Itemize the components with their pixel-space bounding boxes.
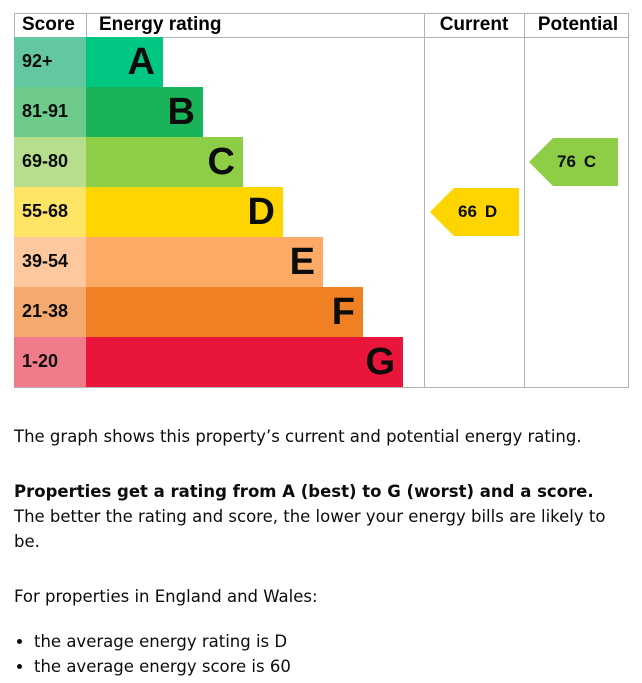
rating-label: 76 C — [557, 152, 596, 171]
score-cell — [14, 187, 86, 237]
list: the average energy rating is D the avera… — [14, 629, 628, 679]
rating-letter: B — [168, 91, 195, 133]
rating-letter: A — [128, 41, 155, 83]
header: Potential — [538, 14, 618, 35]
list-item: the average energy score is 60 — [34, 654, 628, 679]
score-cell — [14, 237, 86, 287]
letter: C — [584, 152, 596, 171]
score: 66 — [458, 202, 477, 221]
rating-arrow — [430, 188, 519, 236]
text: The better the rating and score, the low… — [14, 507, 606, 551]
score-range: 81-91 — [22, 101, 68, 121]
rating-letter: F — [332, 291, 355, 333]
rating-letter: E — [290, 241, 315, 283]
score-range: 55-68 — [22, 201, 68, 221]
score-range: 1-20 — [22, 351, 58, 371]
header: Energy rating — [99, 14, 221, 35]
paragraph: The graph shows this property’s current … — [14, 427, 582, 446]
letter: D — [485, 202, 497, 221]
rating-arrow — [529, 138, 618, 186]
score-cell — [14, 87, 86, 137]
rating-label: 66 D — [458, 202, 497, 221]
score: 76 — [557, 152, 576, 171]
rating-letter: D — [248, 191, 275, 233]
score-range: 69-80 — [22, 151, 68, 171]
score-cell — [14, 137, 86, 187]
score-range: 92+ — [22, 51, 53, 71]
rating-bar — [86, 37, 163, 87]
paragraph: For properties in England and Wales: — [14, 587, 318, 606]
rating-bar — [86, 287, 363, 337]
score-range: 39-54 — [22, 251, 68, 271]
bold-text: Properties get a rating from A (best) to… — [14, 482, 594, 501]
paragraph: Properties get a rating from A (best) to… — [14, 479, 628, 554]
epc-chart: Score Energy rating Current Potential 92… — [14, 13, 629, 388]
score-cell — [14, 37, 86, 87]
header: Score — [22, 14, 75, 35]
header: Current — [440, 14, 509, 35]
rating-letter: C — [208, 141, 235, 183]
rating-bar — [86, 187, 283, 237]
score-cell — [14, 287, 86, 337]
score-range: 21-38 — [22, 301, 68, 321]
rating-bar — [86, 237, 323, 287]
rating-bar — [86, 337, 403, 387]
list-item: the average energy rating is D — [34, 629, 628, 654]
rating-bar — [86, 87, 203, 137]
rating-letter: G — [365, 341, 395, 383]
rating-bar — [86, 137, 243, 187]
score-cell — [14, 337, 86, 387]
explanation: The graph shows this property’s current … — [14, 424, 628, 679]
